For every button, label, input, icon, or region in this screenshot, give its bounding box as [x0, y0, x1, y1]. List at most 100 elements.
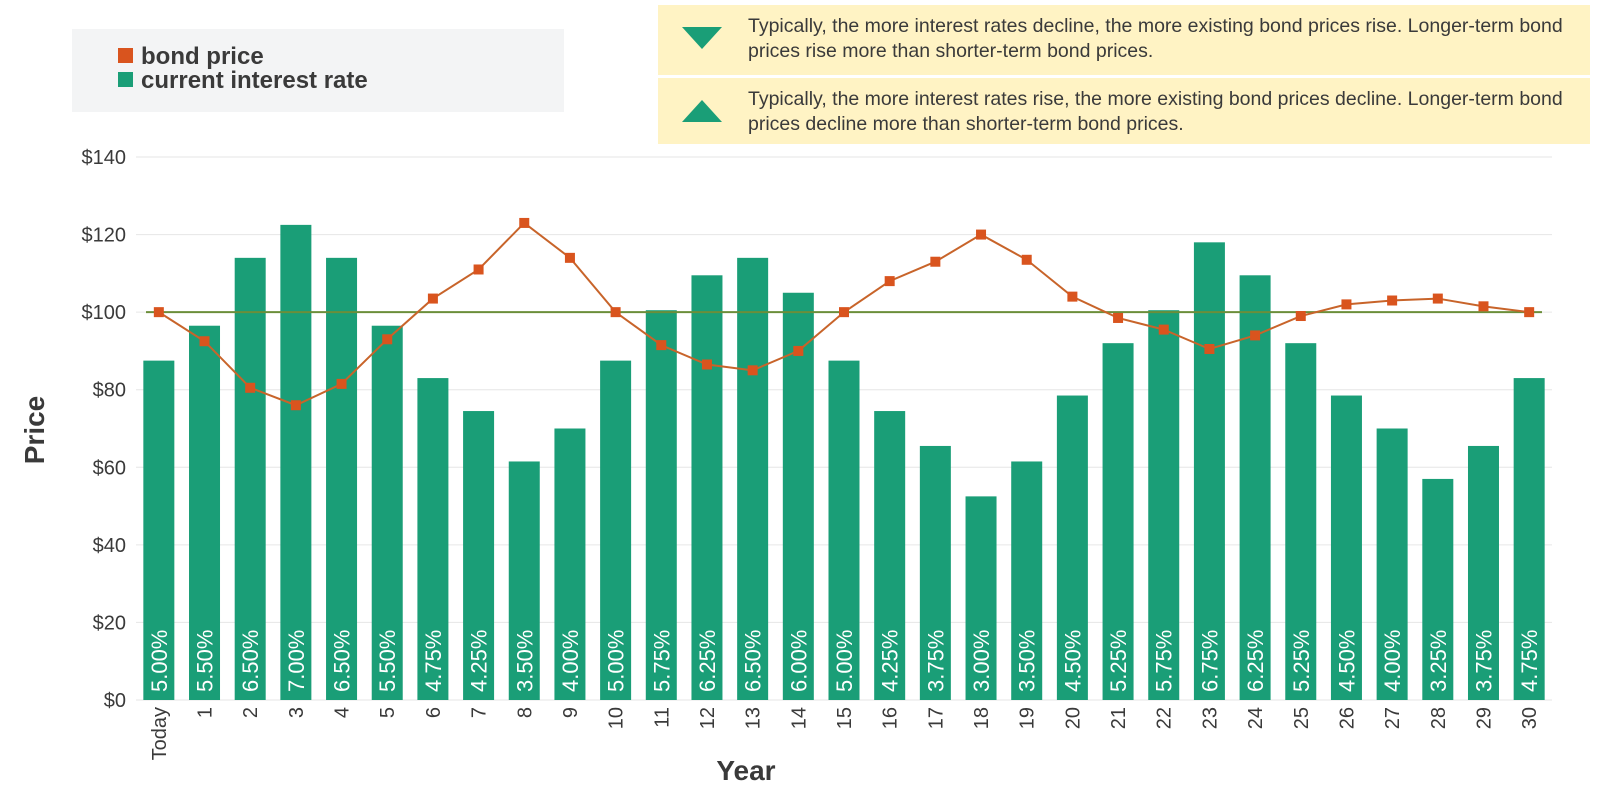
bond-price-point — [884, 276, 895, 287]
bond-price-point — [427, 293, 438, 304]
bond-price-point — [1478, 301, 1489, 312]
bond-price-point — [610, 307, 621, 318]
y-tick-label: $20 — [93, 612, 126, 634]
x-tick-label: 17 — [925, 707, 947, 729]
bond-price-point — [793, 345, 804, 356]
x-tick-label: 20 — [1062, 707, 1084, 729]
x-tick-label: 15 — [834, 707, 856, 729]
bond-price-point — [1432, 293, 1443, 304]
bar — [508, 461, 540, 700]
bond-price-point — [1524, 307, 1535, 318]
bar-rate-label: 4.75% — [1517, 630, 1542, 692]
bar-rate-label: 4.25% — [878, 630, 903, 692]
x-tick-label: 18 — [971, 707, 993, 729]
bond-price-point — [1387, 295, 1398, 306]
x-tick-label: 22 — [1154, 707, 1176, 729]
legend-item-interest-rate: current interest rate — [118, 69, 368, 93]
bar-rate-label: 5.25% — [1106, 630, 1131, 692]
bar — [554, 428, 586, 700]
x-tick-label: 21 — [1108, 707, 1130, 729]
x-tick-label: 14 — [788, 707, 810, 729]
bar-rate-label: 6.50% — [330, 630, 355, 692]
bond-price-point — [564, 252, 575, 263]
bar-rate-label: 3.00% — [969, 630, 994, 692]
bar — [143, 360, 175, 700]
bond-price-point — [747, 365, 758, 376]
legend-swatch-interest-rate — [118, 72, 133, 87]
bar-rate-label: 6.25% — [695, 630, 720, 692]
bar — [1193, 242, 1225, 701]
bond-price-point — [153, 307, 164, 318]
x-tick-label: 2 — [240, 707, 262, 718]
bar — [1330, 395, 1362, 700]
bond-price-point — [1021, 254, 1032, 265]
bar-rate-label: 6.25% — [1243, 630, 1268, 692]
bar — [919, 445, 951, 700]
x-tick-label: 26 — [1336, 707, 1358, 729]
x-tick-label: 11 — [651, 707, 673, 728]
bar — [1148, 310, 1180, 700]
x-tick-label: 4 — [332, 707, 354, 718]
bar — [189, 325, 221, 700]
y-tick-label: $40 — [93, 535, 126, 557]
bar — [828, 360, 860, 700]
bar-rate-label: 3.50% — [1015, 630, 1040, 692]
note-text: Typically, the more interest rates rise,… — [748, 88, 1563, 135]
x-tick-label: 6 — [423, 707, 445, 718]
bar — [463, 411, 495, 700]
bar-rate-label: 5.00% — [147, 630, 172, 692]
bar-rate-label: 6.00% — [786, 630, 811, 692]
bar-rate-label: 4.50% — [1060, 630, 1085, 692]
bar — [417, 378, 449, 700]
bond-price-point — [656, 340, 667, 351]
bar-rate-label: 5.00% — [832, 630, 857, 692]
legend-item-bond-price: bond price — [118, 45, 264, 69]
bond-price-point — [1250, 330, 1261, 341]
bar-rate-label: 6.75% — [1197, 630, 1222, 692]
bar-rate-label: 5.25% — [1289, 630, 1314, 692]
bar-rate-label: 4.25% — [467, 630, 492, 692]
y-axis-title: Price — [19, 396, 50, 465]
triangle-up-icon — [682, 100, 722, 122]
bar-rate-label: 5.50% — [375, 630, 400, 692]
x-tick-label: 28 — [1428, 707, 1450, 729]
bond-price-point — [473, 264, 484, 275]
x-tick-label: 24 — [1245, 707, 1267, 729]
bar — [1285, 343, 1317, 700]
bar — [874, 411, 906, 700]
y-tick-label: $0 — [104, 690, 126, 712]
y-tick-label: $140 — [82, 147, 127, 169]
bar-rate-label: 7.00% — [284, 630, 309, 692]
bar — [691, 275, 723, 700]
x-tick-label: 13 — [743, 707, 765, 729]
bond-price-point — [1158, 324, 1169, 335]
bond-price-point — [290, 400, 301, 411]
bond-price-point — [519, 217, 530, 228]
bar — [234, 257, 266, 700]
x-tick-label: 1 — [195, 707, 217, 718]
bar — [600, 360, 632, 700]
x-tick-label: 5 — [377, 707, 399, 718]
bar — [1056, 395, 1088, 700]
x-tick-label: 12 — [697, 707, 719, 729]
bond-price-point — [1341, 299, 1352, 310]
y-tick-label: $120 — [82, 225, 127, 247]
x-tick-label: 25 — [1291, 707, 1313, 729]
bond-price-point — [199, 336, 210, 347]
bar-rate-label: 4.50% — [1334, 630, 1359, 692]
bond-price-point — [839, 307, 849, 318]
bar-rate-label: 6.50% — [238, 630, 263, 692]
bar-rate-label: 4.00% — [558, 630, 583, 692]
bond-price-point — [245, 382, 256, 393]
x-tick-label: 19 — [1017, 707, 1039, 729]
bond-price-point — [1295, 311, 1306, 322]
bar — [1467, 445, 1499, 700]
x-tick-label: 9 — [560, 707, 582, 718]
bar-rate-label: 6.50% — [741, 630, 766, 692]
bar-rate-label: 5.00% — [604, 630, 629, 692]
bar — [737, 257, 769, 700]
x-tick-label: 8 — [514, 707, 536, 718]
x-axis-title: Year — [716, 755, 775, 786]
y-tick-label: $80 — [93, 380, 126, 402]
